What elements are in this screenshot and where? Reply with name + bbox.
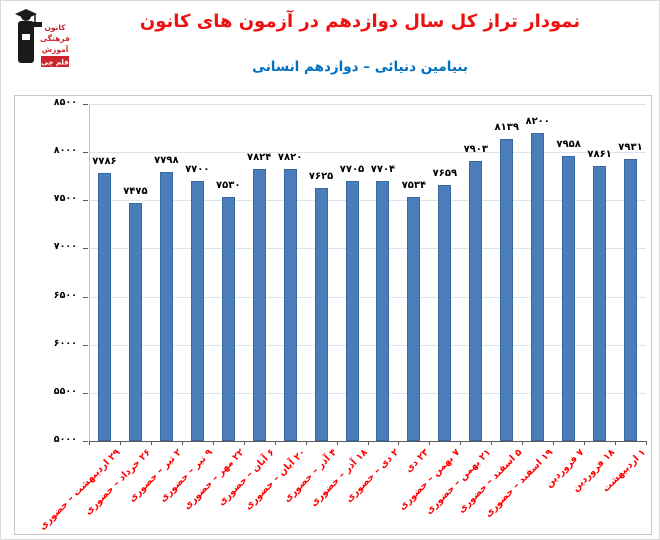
kanoon-logo: کانون فرهنگی آموزش قلم چی	[15, 9, 70, 67]
bar	[221, 197, 235, 441]
bar	[624, 158, 638, 441]
bar-value-label: ۷۵۳۴	[401, 180, 427, 191]
y-axis-tick-label: ۷۰۰۰	[53, 241, 77, 253]
y-axis-tick	[83, 441, 88, 442]
x-axis-tick	[646, 441, 647, 445]
y-axis-tick-label: ۶۰۰۰	[53, 337, 77, 349]
bar	[500, 138, 514, 441]
logo-org-text: کانون فرهنگی آموزش	[40, 23, 70, 54]
y-axis-tick-label: ۵۰۰۰	[53, 434, 77, 445]
bar	[593, 165, 607, 441]
bar	[345, 180, 359, 441]
bar	[128, 202, 142, 441]
bar	[314, 188, 328, 441]
bar	[376, 180, 390, 441]
y-gridline	[89, 200, 646, 202]
bar-value-label: ۸۲۰۰	[525, 115, 550, 127]
bar-value-label: ۷۸۶۱	[587, 148, 612, 160]
bar	[252, 169, 266, 441]
logo-brand-badge: قلم چی	[41, 56, 69, 67]
x-axis-tick	[429, 441, 431, 445]
y-axis-tick-label: ۷۵۰۰	[53, 193, 77, 205]
x-axis-tick	[553, 441, 555, 445]
bar	[283, 169, 297, 441]
y-gridline	[89, 104, 646, 105]
x-axis-tick	[89, 441, 90, 445]
y-gridline	[89, 392, 646, 394]
x-axis-tick	[615, 441, 617, 445]
bar	[469, 161, 483, 441]
bar-value-label: ۷۸۲۰	[277, 152, 303, 164]
y-gridline	[89, 152, 646, 154]
y-axis-tick-label: ۶۵۰۰	[53, 289, 77, 301]
x-axis-tick	[119, 441, 121, 445]
y-gridline	[89, 248, 646, 250]
x-axis-tick	[274, 441, 276, 445]
page-title: نمودار تراز کل سال دوازدهم در آزمون های …	[139, 11, 581, 32]
logo-org-line1: کانون	[44, 23, 66, 32]
x-axis-tick	[181, 441, 183, 445]
y-axis-tick	[83, 344, 88, 346]
y-axis-tick	[83, 296, 88, 298]
x-axis-tick	[305, 441, 307, 445]
bar-value-label: ۸۱۳۹	[494, 121, 519, 133]
x-axis-tick	[398, 441, 400, 445]
logo-org-line3: آموزش	[42, 44, 69, 54]
page-subtitle: بنیامین دنیائی – دوازدهم انسانی	[252, 59, 468, 75]
bar-value-label: ۷۶۲۵	[308, 171, 334, 183]
bar-value-label: ۷۷۸۶	[92, 155, 117, 167]
bar-value-label: ۷۵۳۰	[216, 180, 241, 192]
y-axis-tick	[83, 200, 88, 202]
y-axis-tick-label: ۵۵۰۰	[53, 385, 77, 397]
bar	[190, 181, 204, 441]
x-axis-tick	[212, 441, 214, 445]
y-axis-line	[89, 104, 90, 441]
bar-value-label: ۷۷۰۵	[339, 163, 365, 175]
y-axis-tick	[83, 392, 88, 394]
bar-value-label: ۷۷۰۴	[370, 163, 396, 175]
bar-value-label: ۷۷۰۰	[185, 164, 210, 176]
bar	[562, 156, 576, 441]
bar-value-label: ۷۹۵۸	[556, 139, 581, 151]
x-axis-category-label: ۱۸ آذر – حضوری	[308, 447, 370, 509]
bar-chart-area: ۵۰۰۰ ۵۵۰۰ ۶۰۰۰ ۶۵۰۰ ۷۰۰۰ ۷۵۰۰ ۸۰۰۰ ۸۵۰۰ ۷۷۸۶ ۷۴۷۵…	[14, 95, 652, 535]
y-axis-tick-label: ۸۰۰۰	[53, 145, 77, 157]
graduate-icon	[15, 9, 42, 63]
x-axis-tick	[460, 441, 462, 445]
bar-value-label: ۷۷۹۸	[154, 154, 179, 166]
y-gridline	[89, 296, 646, 298]
x-axis-tick	[367, 441, 369, 445]
x-axis-tick	[336, 441, 338, 445]
x-axis-tick	[243, 441, 245, 445]
y-axis-tick	[83, 152, 88, 154]
bar-value-label: ۷۹۳۱	[618, 141, 643, 153]
bar-value-label: ۷۸۲۴	[246, 152, 272, 164]
bar	[97, 172, 111, 441]
y-gridline	[89, 344, 646, 346]
x-axis-tick	[584, 441, 586, 445]
bar-value-label: ۷۶۵۹	[432, 167, 458, 179]
bar-value-label: ۷۴۷۵	[123, 185, 148, 197]
x-axis-category-label: ۲۳ دی	[403, 447, 432, 475]
y-axis-tick-label: ۸۵۰۰	[53, 97, 77, 108]
bar	[531, 132, 545, 441]
logo-org-line2: فرهنگی	[40, 34, 70, 43]
bar-value-label: ۷۹۰۳	[463, 144, 488, 156]
x-axis-tick	[491, 441, 493, 445]
logo-brand-text: قلم چی	[41, 59, 69, 67]
bar	[407, 197, 421, 441]
bar	[438, 184, 452, 441]
bar	[159, 171, 173, 441]
x-axis-tick	[150, 441, 152, 445]
y-axis-tick	[83, 248, 88, 250]
x-axis-tick	[522, 441, 524, 445]
y-axis-tick	[83, 104, 88, 105]
